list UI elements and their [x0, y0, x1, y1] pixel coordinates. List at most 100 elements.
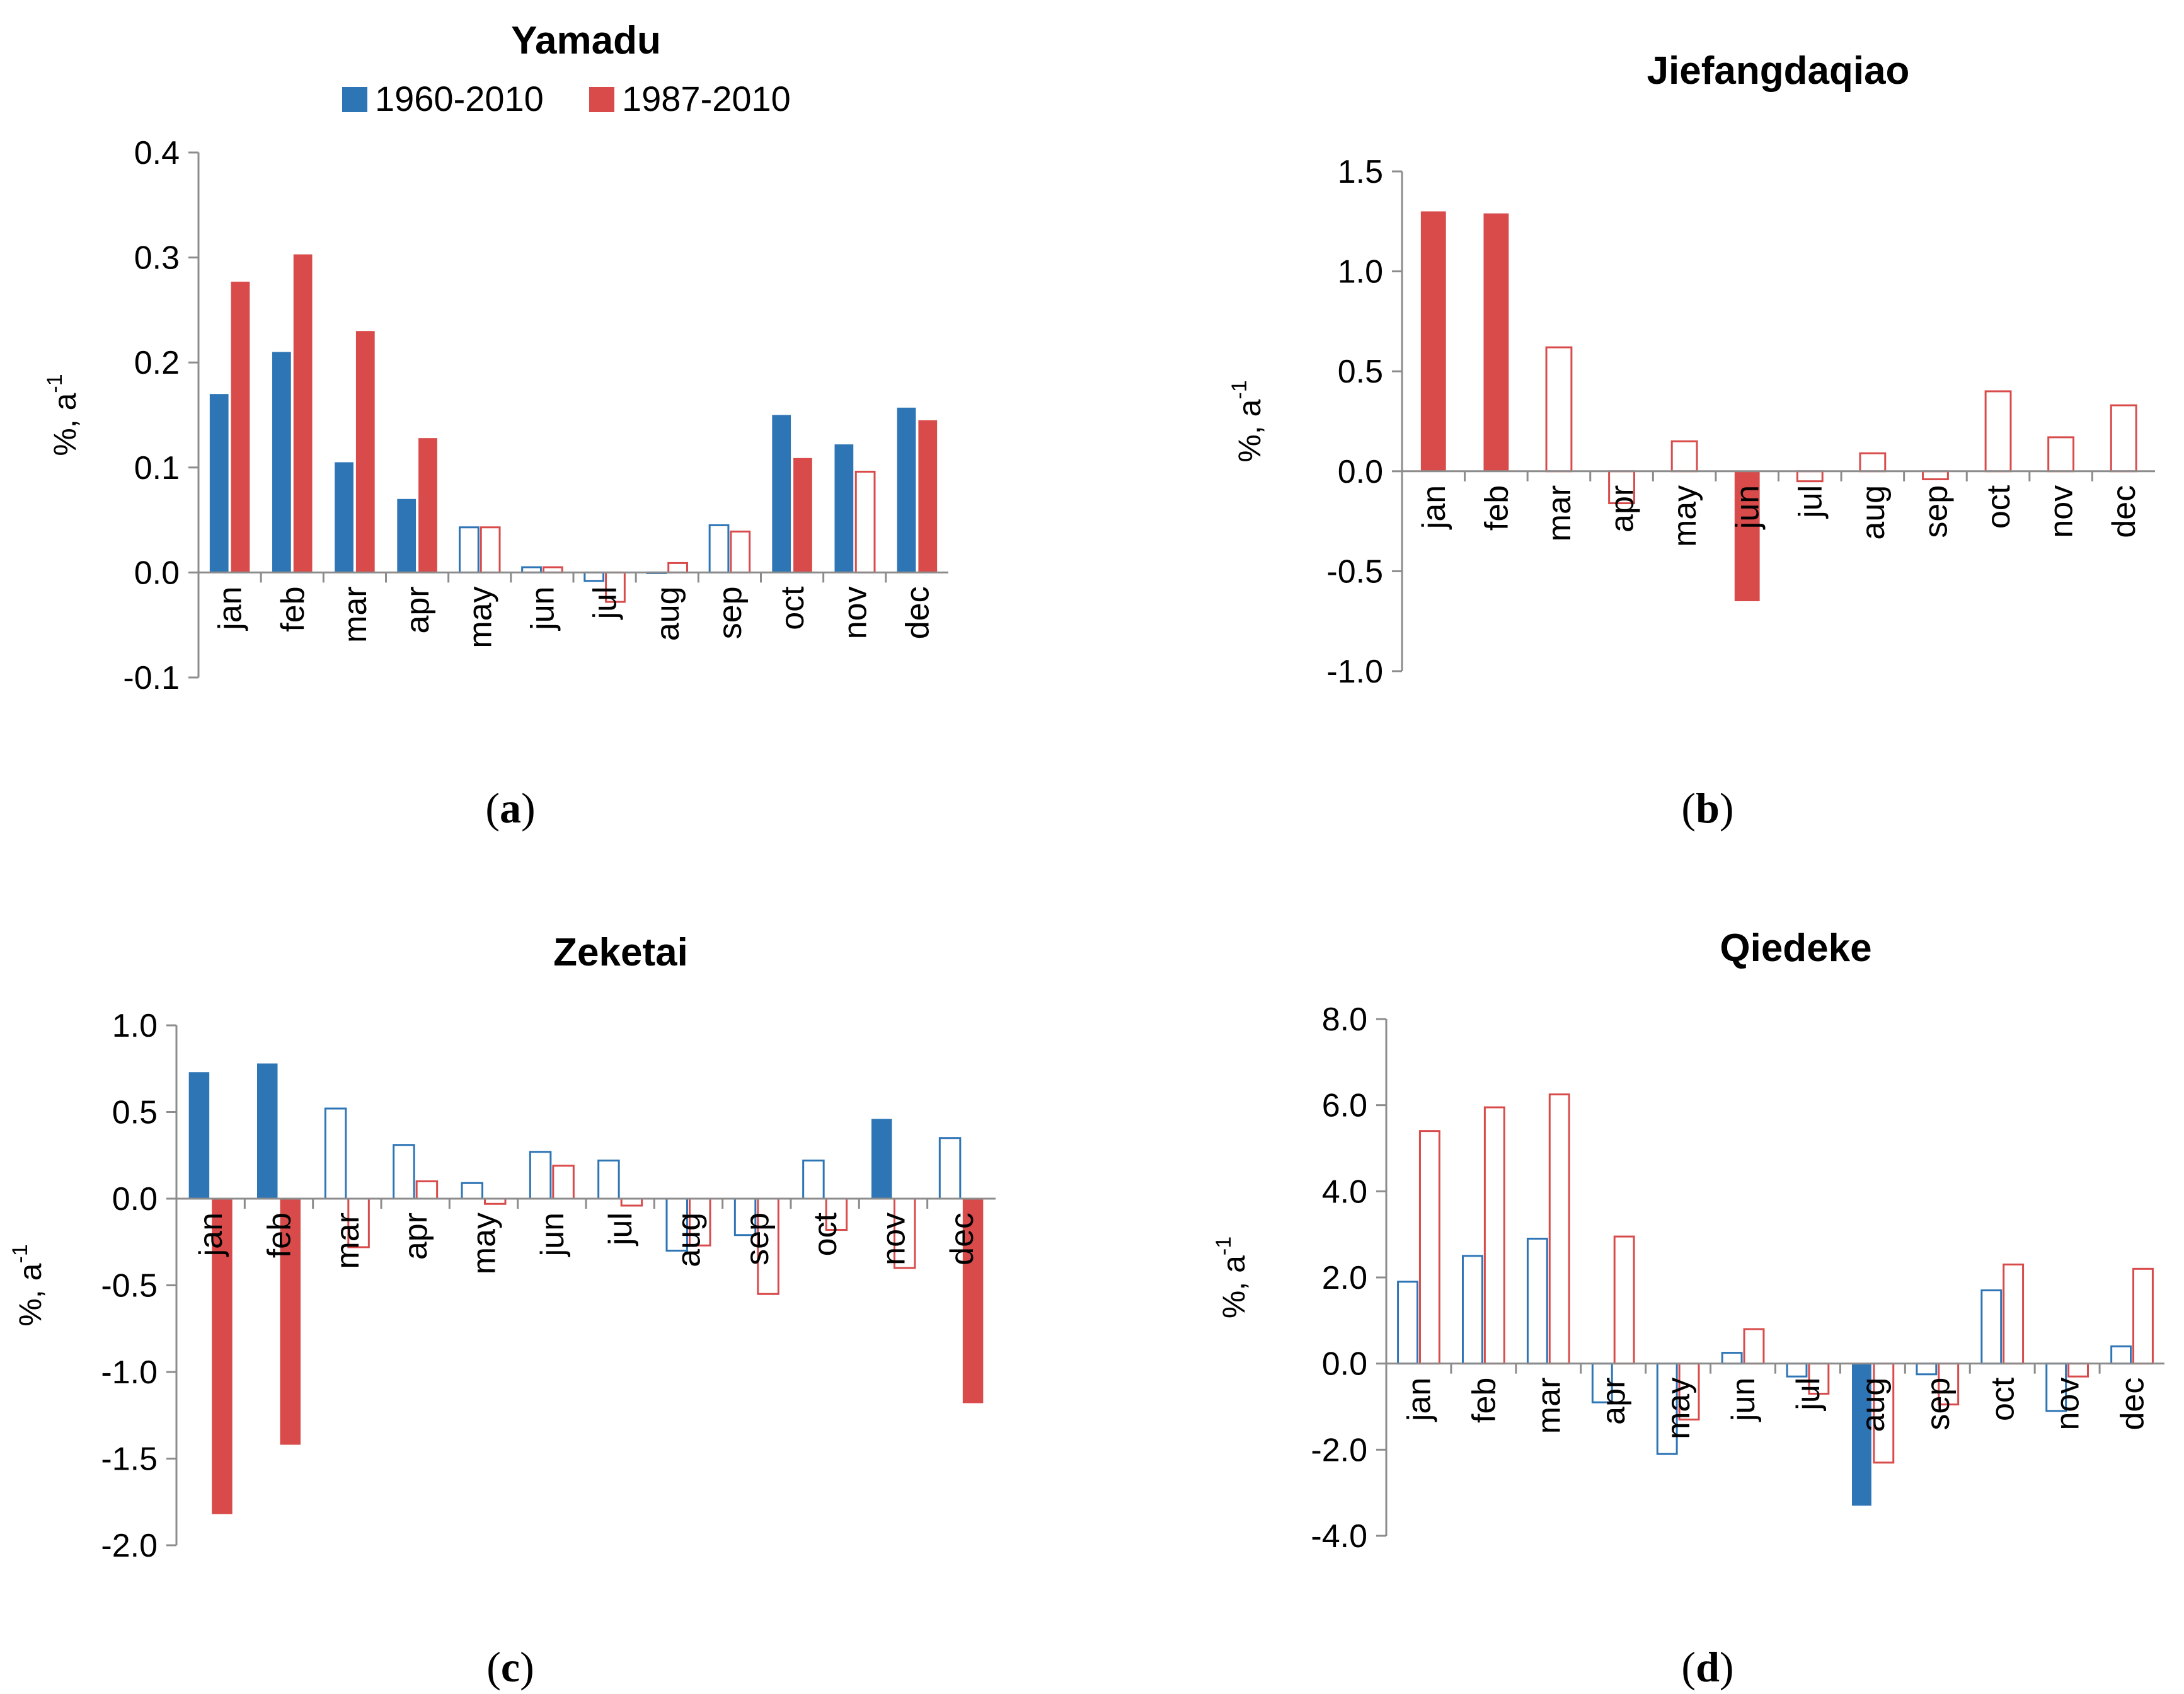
bar-1987-2010-oct [1984, 390, 2012, 473]
panel-label-open: ( [486, 1643, 501, 1691]
y-tick-label: 6.0 [1322, 1088, 1367, 1124]
x-tick-label-jul: jul [1790, 1378, 1827, 1412]
chart-panel-yamadu: Yamadu 0.4 0.3 0.2 0.1 0.0 -0.1 %, a-1 jan feb mar… [43, 19, 948, 832]
y-tick-label: -4.0 [1311, 1518, 1367, 1555]
y-tick-label: 0.5 [112, 1095, 158, 1131]
y-axis-label-superscript: -1 [43, 374, 67, 393]
bar-1960-2010-jan [1397, 1281, 1418, 1365]
bar-1987-2010-sep [1938, 1363, 1960, 1406]
x-tick-label-oct: oct [1985, 1377, 2021, 1421]
panel-label-letter: d [1696, 1643, 1720, 1691]
bar-1987-2010-apr [1613, 1235, 1635, 1365]
bar-1987-2010-dec [2132, 1267, 2154, 1365]
bar-1960-2010-jul [1786, 1363, 1808, 1378]
bar-1987-2010-jan [1418, 1130, 1440, 1365]
x-tick-label-jan: jan [212, 586, 249, 631]
chart-title: Yamadu [511, 19, 661, 62]
y-tick-label: 1.0 [1338, 254, 1383, 291]
x-tick-label-jul: jul [602, 1213, 639, 1247]
bar-1960-2010-mar [324, 1107, 347, 1200]
x-tick-label-dec: dec [2106, 485, 2142, 538]
chart-title: Jiefangdaqiao [1647, 49, 1910, 93]
bar-1960-2010-mar [335, 462, 353, 573]
panel-label: (a) [485, 784, 535, 832]
x-tick-label-apr: apr [399, 586, 436, 633]
y-axis-label-superscript: -1 [1227, 380, 1251, 399]
bar-1987-2010-nov [2047, 436, 2075, 473]
bar-1987-2010-jun [1734, 471, 1760, 601]
y-axis-label-base: %, a [47, 393, 83, 456]
y-tick-label: -1.0 [1326, 654, 1383, 690]
bar-1960-2010-mar [1526, 1238, 1548, 1365]
panel-label-close: ) [1720, 1643, 1734, 1691]
y-axis-label: %, a-1 [1227, 380, 1267, 462]
bar-1987-2010-may [480, 526, 501, 573]
x-tick-label-jun: jun [534, 1213, 571, 1257]
panel-label-open: ( [1681, 784, 1696, 832]
bar-1987-2010-nov [2067, 1363, 2089, 1378]
x-tick-label-mar: mar [1531, 1378, 1567, 1434]
panel-label-close: ) [521, 784, 536, 832]
x-tick-label-jan: jan [1401, 1378, 1437, 1422]
y-tick-label: 2.0 [1322, 1260, 1367, 1296]
bar-1960-2010-jun [1721, 1352, 1743, 1365]
bar-1960-2010-jul [583, 571, 605, 582]
bar-1987-2010-jan [1420, 211, 1446, 471]
x-tick-label-jul: jul [587, 586, 624, 620]
bar-1960-2010-nov [834, 444, 854, 573]
y-tick-label: 0.1 [134, 450, 180, 487]
x-tick-label-sep: sep [1917, 485, 1954, 538]
bar-1987-2010-apr [1608, 470, 1635, 505]
bar-1987-2010-feb [280, 1199, 301, 1445]
y-axis-label-superscript: -1 [8, 1244, 32, 1263]
y-axis-label-base: %, a [13, 1263, 48, 1326]
panel-label-open: ( [485, 784, 500, 832]
legend-swatch-1987-2010 [589, 87, 614, 112]
bar-1960-2010-apr [393, 1144, 415, 1200]
x-tick-label-mar: mar [330, 1213, 366, 1269]
bar-1987-2010-jun [552, 1165, 575, 1200]
bar-1987-2010-sep [730, 530, 751, 573]
x-tick-label-apr: apr [1595, 1378, 1632, 1425]
x-tick-label-jun: jun [524, 586, 561, 631]
x-tick-label-dec: dec [899, 586, 936, 639]
bar-1987-2010-feb [293, 254, 313, 573]
bar-1960-2010-may [459, 526, 480, 573]
y-tick-label: 0.0 [1338, 454, 1383, 490]
x-tick-label-jun: jun [1725, 1378, 1762, 1422]
y-tick-label: -0.5 [1326, 553, 1383, 590]
y-tick-label: 0.0 [112, 1181, 158, 1218]
panel-label-close: ) [520, 1643, 534, 1691]
y-tick-label: 0.2 [134, 345, 180, 381]
bar-1960-2010-oct [802, 1160, 825, 1200]
x-tick-label-sep: sep [739, 1213, 776, 1265]
y-axis-label-base: %, a [1232, 399, 1267, 462]
panel-label-letter: a [500, 784, 521, 832]
y-tick-label: -1.0 [101, 1354, 158, 1391]
y-axis-label: %, a-1 [8, 1244, 48, 1326]
bar-1987-2010-sep [1922, 470, 1949, 480]
bar-1960-2010-jan [188, 1072, 210, 1199]
x-tick-label-apr: apr [398, 1213, 434, 1260]
legend-swatch-1960-2010 [342, 87, 367, 112]
bar-1960-2010-nov [871, 1119, 892, 1199]
x-tick-label-feb: feb [275, 586, 311, 631]
y-tick-label: 0.0 [134, 555, 180, 591]
bar-1987-2010-mar [355, 331, 375, 573]
bar-1987-2010-mar [1545, 346, 1573, 473]
y-tick-label: -2.0 [1311, 1432, 1367, 1468]
bar-1987-2010-dec [962, 1199, 984, 1403]
y-tick-label: -2.0 [101, 1528, 158, 1564]
legend: 1960-2010 1987-2010 [342, 79, 791, 118]
legend-label-1960-2010: 1960-2010 [375, 79, 544, 118]
x-tick-label-feb: feb [262, 1213, 298, 1258]
bar-1960-2010-dec [938, 1137, 962, 1200]
bar-1987-2010-may [1670, 440, 1698, 473]
y-tick-label: 8.0 [1322, 1001, 1367, 1038]
x-tick-label-oct: oct [807, 1212, 844, 1256]
chart-panel-zeketai: Zeketai 1.0 0.5 0.0 -0.5 -1.0 -1.5 -2.0 %, a-1 ja… [8, 931, 996, 1691]
bar-1960-2010-apr [1591, 1363, 1613, 1403]
bar-1960-2010-jun [529, 1151, 552, 1200]
bar-1960-2010-sep [1916, 1363, 1938, 1376]
